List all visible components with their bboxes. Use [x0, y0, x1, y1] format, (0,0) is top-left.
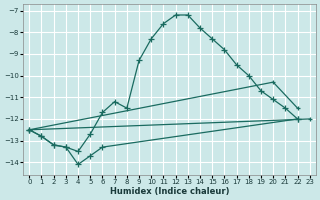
X-axis label: Humidex (Indice chaleur): Humidex (Indice chaleur)	[110, 187, 229, 196]
